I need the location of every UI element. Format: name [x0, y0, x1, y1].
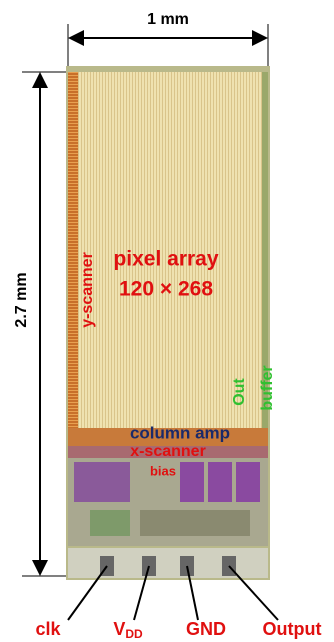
pixel-array-label: pixel array	[113, 248, 218, 271]
circuit-block	[90, 510, 130, 536]
out-buffer-label: buffer	[259, 365, 276, 410]
circuit-block	[208, 462, 232, 502]
width-label: 1 mm	[147, 11, 189, 28]
bias-label: bias	[150, 463, 176, 478]
chip-diagram: 1 mm 2.7 mm y-scanner pixel array 120 × …	[0, 0, 334, 642]
page: 1 mm 2.7 mm y-scanner pixel array 120 × …	[0, 0, 334, 642]
array-size-label: 120 × 268	[119, 278, 213, 301]
circuit-block	[236, 462, 260, 502]
pad-row	[68, 548, 268, 578]
circuit-block	[140, 510, 250, 536]
out-buffer-label: Out	[231, 378, 248, 406]
y-scanner-label: y-scanner	[79, 252, 96, 328]
pin-label: clk	[35, 619, 61, 639]
x-scanner-label: x-scanner	[130, 443, 206, 460]
circuit-block	[180, 462, 204, 502]
pin-label: GND	[186, 619, 226, 639]
pin-label: Output	[263, 619, 322, 639]
pin-subscript: DD	[125, 627, 143, 641]
pin-label: VDD	[113, 619, 143, 641]
height-label: 2.7 mm	[13, 272, 30, 327]
y-scanner-area	[68, 72, 78, 430]
column-amp-label: column amp	[130, 423, 230, 442]
pin-label: V	[113, 619, 125, 639]
circuit-block	[74, 462, 130, 502]
